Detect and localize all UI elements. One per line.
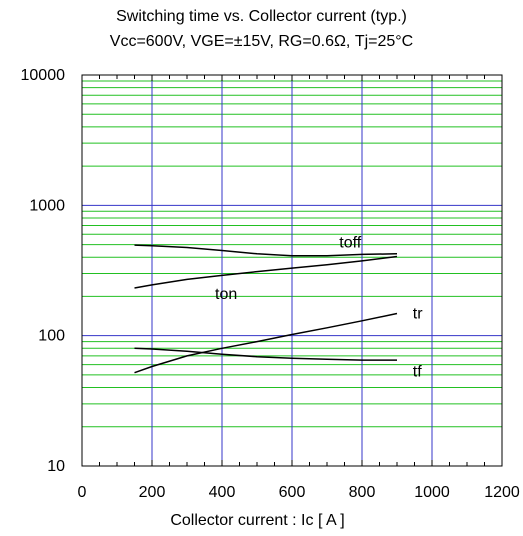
series-label-tr: tr	[413, 305, 423, 322]
x-tick-label: 200	[139, 484, 166, 501]
series-label-ton: ton	[215, 286, 237, 303]
x-tick-label: 1000	[414, 484, 450, 501]
x-tick-label: 0	[78, 484, 87, 501]
y-tick-label: 10	[47, 458, 65, 475]
series-label-tf: tf	[413, 364, 422, 381]
series-line-tr	[134, 312, 398, 374]
y-tick-label: 10000	[21, 67, 66, 84]
x-axis-label: Collector current : Ic [ A ]	[170, 512, 345, 529]
series-label-toff: toff	[339, 234, 362, 251]
y-tick-label: 1000	[29, 197, 65, 214]
series-line-toff	[134, 244, 398, 257]
x-tick-label: 800	[349, 484, 376, 501]
y-tick-label: 100	[38, 328, 65, 345]
series-line-tf	[134, 347, 397, 361]
x-tick-label: 600	[279, 484, 306, 501]
x-tick-label: 400	[209, 484, 236, 501]
x-tick-label: 1200	[484, 484, 520, 501]
series-line-ton	[134, 255, 398, 289]
chart-subtitle: Vcc=600V, VGE=±15V, RG=0.6Ω, Tj=25°C	[109, 33, 414, 50]
chart-title: Switching time vs. Collector current (ty…	[116, 8, 407, 25]
